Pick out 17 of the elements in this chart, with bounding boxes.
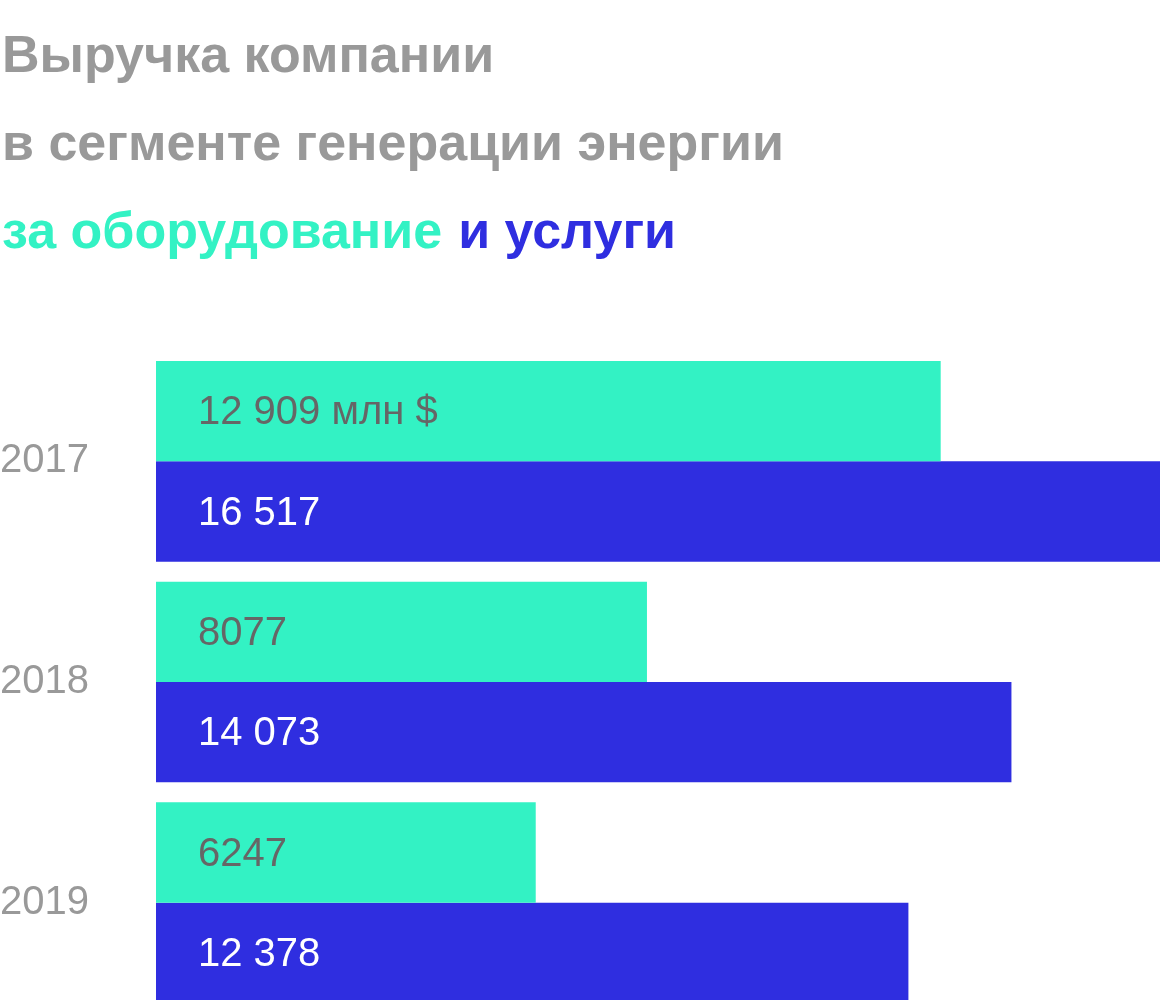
data-label: 8077 — [198, 608, 287, 653]
data-label: 12 909 млн $ — [198, 388, 438, 433]
y-tick-label: 2019 — [0, 877, 89, 922]
series-label: за оборудование — [2, 201, 443, 259]
data-label: 16 517 — [198, 488, 321, 533]
text: и услуги — [458, 201, 677, 259]
y-tick-label: 2018 — [0, 657, 89, 702]
chart-title: Выручка компании в сегменте генерации энергии — [2, 24, 785, 173]
data-label: 6247 — [198, 829, 287, 874]
bar — [156, 461, 1160, 562]
y-tick-label: 2017 — [0, 436, 89, 481]
bar — [156, 361, 941, 462]
bar — [156, 581, 647, 682]
bar — [156, 802, 536, 903]
data-label: 14 073 — [198, 709, 321, 754]
data-label: 12 378 — [198, 929, 321, 974]
bar — [156, 682, 1012, 783]
